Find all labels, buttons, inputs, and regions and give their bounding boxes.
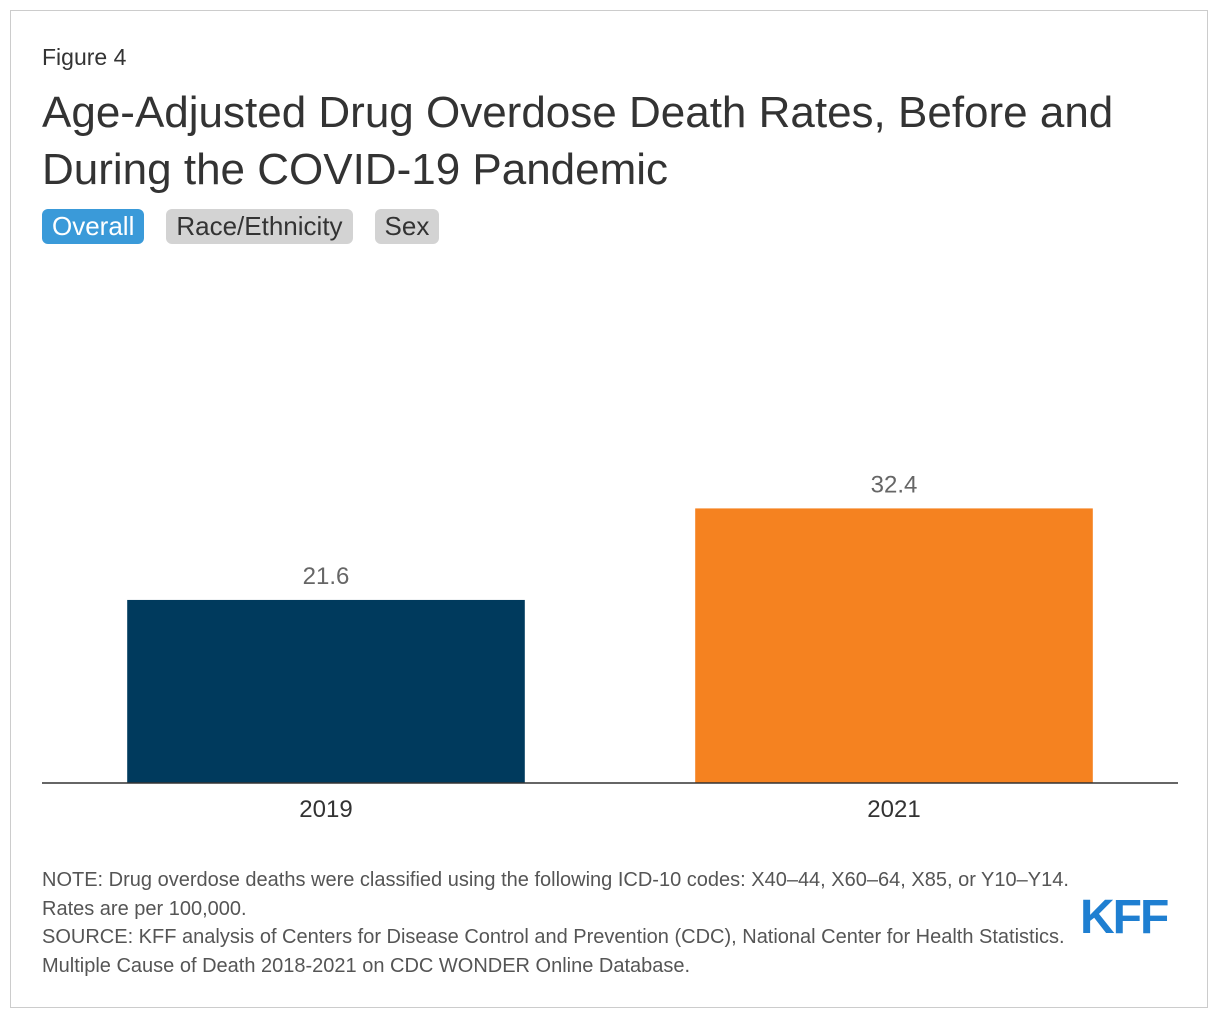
- value-label: 21.6: [303, 563, 350, 590]
- tab[interactable]: Race/Ethnicity: [166, 209, 353, 244]
- bar: [127, 599, 525, 783]
- figure-label: Figure 4: [42, 44, 127, 70]
- note: NOTE: Drug overdose deaths were classifi…: [42, 869, 1069, 920]
- notes: NOTE: Drug overdose deaths were classifi…: [42, 866, 1082, 980]
- bar: [695, 508, 1093, 783]
- x-tick-label: 2021: [867, 796, 920, 823]
- tab-bar: Overall Race/Ethnicity Sex: [42, 209, 440, 244]
- tab[interactable]: Sex: [374, 209, 440, 244]
- logo: KFF: [1080, 891, 1169, 944]
- chart-title: Age-Adjusted Drug Overdose Death Rates, …: [42, 88, 1114, 194]
- tab[interactable]: Overall: [42, 209, 145, 244]
- x-tick-label: 2019: [299, 796, 352, 823]
- frame: [10, 10, 1208, 1008]
- source: SOURCE: KFF analysis of Centers for Dise…: [42, 926, 1065, 977]
- value-label: 32.4: [871, 471, 918, 498]
